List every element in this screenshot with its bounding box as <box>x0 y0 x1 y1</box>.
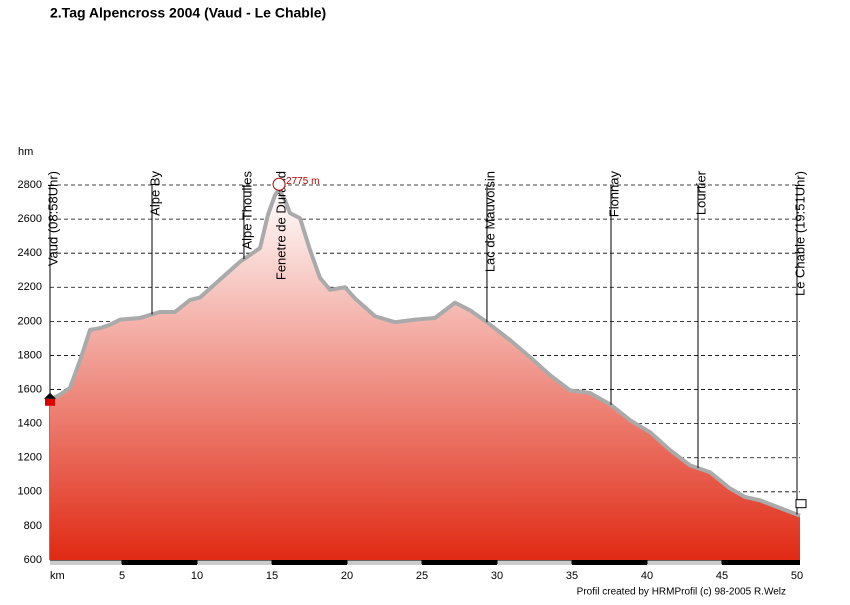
x-axis-label: km <box>50 570 65 582</box>
chart-title: 2.Tag Alpencross 2004 (Vaud - Le Chable) <box>50 5 326 21</box>
footer: Profil created by HRMProfil (c) 98-2005 … <box>577 587 786 598</box>
y-tick-label: 1000 <box>18 486 42 498</box>
y-tick-label: 800 <box>24 520 42 532</box>
start-icon <box>45 398 55 406</box>
waypoint-label: Fenetre de Durand <box>273 171 288 280</box>
x-tick-label: 45 <box>716 570 728 582</box>
km-bar <box>122 560 197 565</box>
waypoint-label: Alpe Thoulles <box>239 171 254 250</box>
x-tick-label: 20 <box>341 570 353 582</box>
waypoint-label: Alpe By <box>147 171 162 216</box>
y-axis-label: hm <box>18 146 33 158</box>
km-bar <box>572 560 647 565</box>
x-tick-label: 40 <box>641 570 653 582</box>
km-bar <box>722 560 800 565</box>
x-tick-label: 30 <box>491 570 503 582</box>
start-arrow <box>44 392 56 399</box>
waypoint-label: Lourtier <box>693 170 708 215</box>
y-tick-label: 2400 <box>18 247 42 259</box>
waypoint-label: Fionnay <box>606 171 621 218</box>
y-tick-label: 2800 <box>18 179 42 191</box>
profile-area <box>50 189 800 561</box>
peak-marker <box>272 177 286 191</box>
x-tick-label: 5 <box>119 570 125 582</box>
y-tick-label: 1600 <box>18 383 42 395</box>
waypoint-label: Vaud (08:58Uhr) <box>45 171 60 266</box>
km-bar <box>272 560 347 565</box>
y-tick-label: 2600 <box>18 213 42 225</box>
waypoint-label: Le Chable (19:51Uhr) <box>792 171 807 296</box>
peak-label: 2775 m <box>286 176 319 187</box>
profile-line <box>49 187 801 518</box>
finish-flag <box>795 499 807 509</box>
km-bar <box>422 560 497 565</box>
waypoint-label: Lac de Mauvoisin <box>482 171 497 272</box>
y-tick-label: 600 <box>24 554 42 566</box>
y-tick-label: 2200 <box>18 281 42 293</box>
x-tick-label: 35 <box>566 570 578 582</box>
y-tick-label: 2000 <box>18 315 42 327</box>
y-tick-label: 1200 <box>18 452 42 464</box>
x-tick-label: 25 <box>416 570 428 582</box>
x-tick-label: 50 <box>791 570 803 582</box>
x-tick-label: 15 <box>266 570 278 582</box>
y-tick-label: 1400 <box>18 418 42 430</box>
x-tick-label: 10 <box>191 570 203 582</box>
y-tick-label: 1800 <box>18 349 42 361</box>
